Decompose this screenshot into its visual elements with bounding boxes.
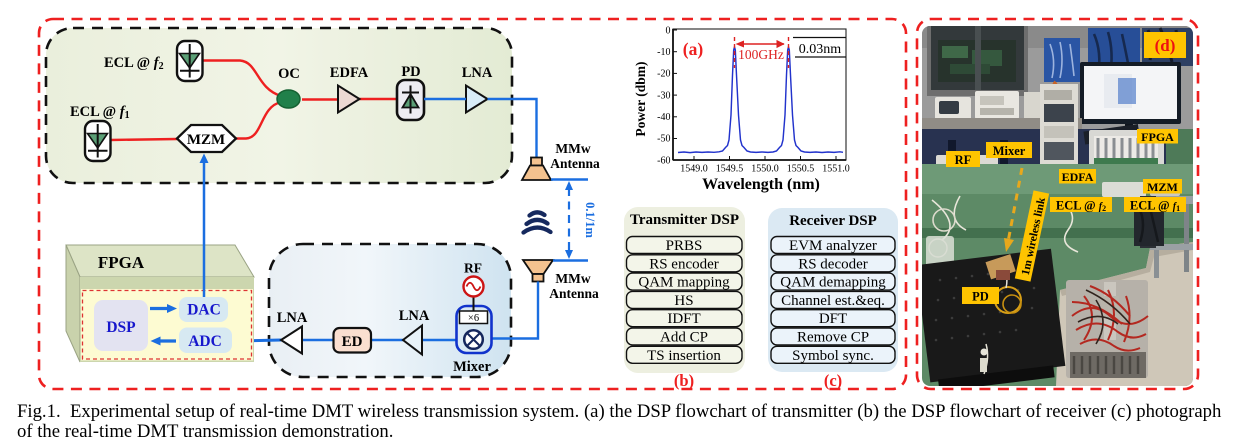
svg-text:HS: HS — [674, 293, 693, 309]
svg-text:1550.5: 1550.5 — [787, 164, 815, 175]
svg-text:(a): (a) — [683, 39, 704, 59]
svg-text:OC: OC — [278, 66, 300, 82]
svg-text:PD: PD — [972, 290, 989, 304]
svg-text:MZM: MZM — [1147, 180, 1178, 194]
svg-text:Mixer: Mixer — [453, 359, 491, 375]
svg-text:-50: -50 — [657, 134, 670, 145]
svg-text:1551.0: 1551.0 — [822, 164, 850, 175]
svg-text:-30: -30 — [657, 91, 670, 102]
svg-text:RS encoder: RS encoder — [649, 256, 719, 272]
svg-text:ADC: ADC — [188, 333, 222, 350]
svg-text:Transmitter DSP: Transmitter DSP — [630, 212, 739, 228]
svg-text:ECL @ f2: ECL @ f2 — [1056, 199, 1106, 214]
svg-text:Symbol sync.: Symbol sync. — [792, 348, 874, 364]
svg-text:Channel est.&eq.: Channel est.&eq. — [781, 293, 885, 309]
svg-text:Power (dbm): Power (dbm) — [633, 61, 648, 136]
svg-text:RF: RF — [464, 261, 482, 276]
svg-text:MZM: MZM — [187, 132, 225, 148]
svg-text:Antenna: Antenna — [549, 286, 599, 301]
svg-text:ECL @ f1: ECL @ f1 — [70, 104, 130, 121]
svg-text:Mixer: Mixer — [993, 144, 1026, 158]
svg-text:LNA: LNA — [277, 310, 308, 326]
svg-text:DSP: DSP — [106, 319, 136, 336]
svg-text:100GHz: 100GHz — [738, 47, 784, 62]
svg-text:Wavelength (nm): Wavelength (nm) — [702, 176, 820, 193]
svg-text:ECL @ f1: ECL @ f1 — [1130, 199, 1180, 214]
svg-text:DAC: DAC — [187, 302, 221, 319]
svg-text:QAM demapping: QAM demapping — [780, 275, 886, 291]
svg-text:-10: -10 — [657, 47, 670, 58]
svg-text:EDFA: EDFA — [330, 65, 369, 81]
svg-text:RS decoder: RS decoder — [798, 256, 868, 272]
svg-text:MMw: MMw — [555, 271, 590, 286]
svg-text:Remove CP: Remove CP — [797, 330, 869, 346]
svg-text:(d): (d) — [1155, 36, 1176, 55]
svg-text:(c): (c) — [824, 371, 842, 390]
svg-text:Add CP: Add CP — [660, 330, 708, 346]
svg-text:LNA: LNA — [462, 65, 493, 81]
svg-text:-40: -40 — [657, 112, 670, 123]
svg-text:LNA: LNA — [399, 308, 430, 324]
svg-text:×6: ×6 — [468, 313, 479, 324]
svg-text:(b): (b) — [674, 371, 694, 390]
svg-text:TS insertion: TS insertion — [647, 348, 721, 364]
svg-text:RF: RF — [955, 153, 972, 167]
svg-text:PD: PD — [401, 64, 420, 80]
svg-text:-60: -60 — [657, 156, 670, 167]
svg-text:FPGA: FPGA — [1141, 130, 1174, 144]
svg-text:1549.5: 1549.5 — [716, 164, 744, 175]
svg-text:QAM mapping: QAM mapping — [638, 275, 730, 291]
svg-text:DFT: DFT — [819, 311, 847, 327]
svg-text:0: 0 — [666, 26, 671, 37]
svg-text:1549.0: 1549.0 — [680, 164, 708, 175]
svg-text:-20: -20 — [657, 69, 670, 80]
svg-text:EDFA: EDFA — [1062, 170, 1094, 184]
svg-text:ED: ED — [342, 334, 363, 350]
svg-text:1550.0: 1550.0 — [751, 164, 779, 175]
svg-text:PRBS: PRBS — [666, 238, 703, 254]
svg-text:0.03nm: 0.03nm — [799, 42, 842, 57]
svg-text:Antenna: Antenna — [550, 156, 600, 171]
svg-text:IDFT: IDFT — [667, 311, 700, 327]
svg-text:FPGA: FPGA — [98, 253, 145, 272]
svg-text:0.1/1m: 0.1/1m — [583, 202, 597, 238]
svg-text:ECL @ f2: ECL @ f2 — [104, 55, 164, 72]
svg-text:MMw: MMw — [555, 141, 590, 156]
svg-text:Receiver DSP: Receiver DSP — [789, 213, 877, 229]
svg-text:EVM analyzer: EVM analyzer — [789, 238, 877, 254]
